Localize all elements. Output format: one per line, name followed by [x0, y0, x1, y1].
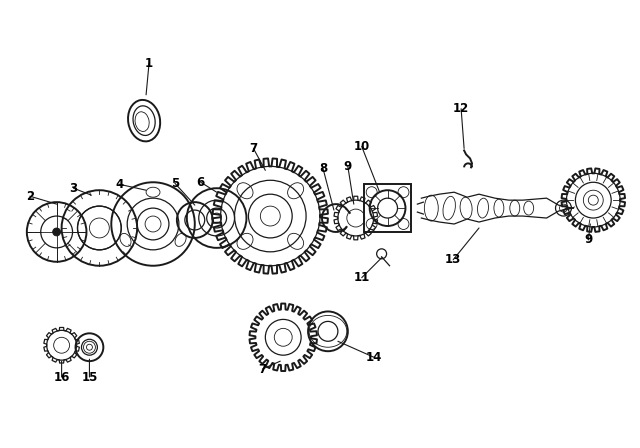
Text: 10: 10 — [354, 140, 370, 153]
Text: 15: 15 — [81, 370, 98, 383]
Text: 6: 6 — [196, 176, 205, 189]
Text: 2: 2 — [26, 190, 34, 202]
Text: 9: 9 — [344, 160, 352, 173]
Bar — [364, 184, 412, 232]
Text: 8: 8 — [319, 162, 327, 175]
Text: 11: 11 — [354, 271, 370, 284]
Text: 7: 7 — [259, 362, 266, 375]
Text: 13: 13 — [445, 253, 461, 266]
Text: 14: 14 — [365, 351, 382, 364]
Text: 16: 16 — [53, 370, 70, 383]
Text: 3: 3 — [70, 182, 77, 195]
Text: 4: 4 — [115, 178, 124, 191]
Text: 7: 7 — [250, 142, 257, 155]
Text: 5: 5 — [171, 177, 179, 190]
Text: 12: 12 — [453, 102, 469, 115]
Text: 9: 9 — [584, 233, 593, 246]
Text: 1: 1 — [145, 56, 153, 69]
Circle shape — [52, 228, 61, 236]
